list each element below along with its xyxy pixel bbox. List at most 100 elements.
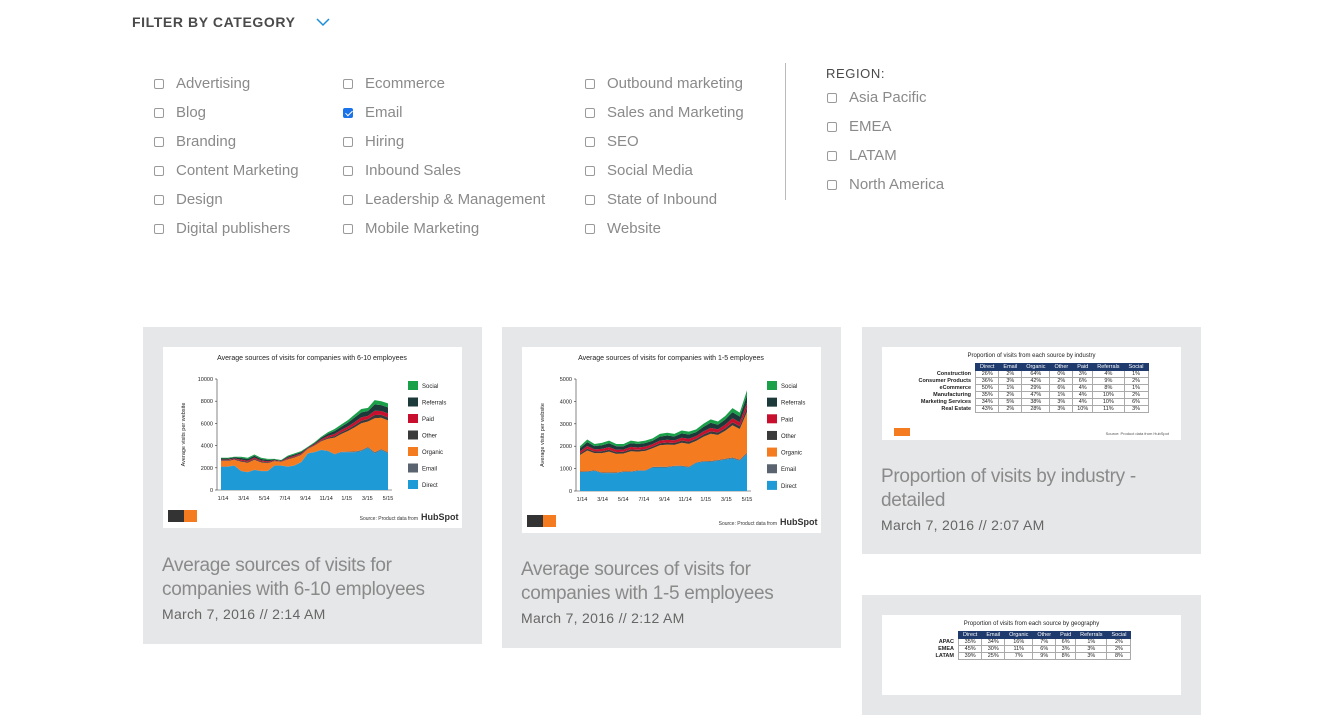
legend-label: Email bbox=[422, 467, 437, 473]
table-header: Referrals bbox=[1092, 363, 1125, 371]
checkbox[interactable] bbox=[343, 78, 353, 89]
card-title[interactable]: Average sources of visits for companies … bbox=[521, 558, 774, 606]
card-title-line2: companies with 1-5 employees bbox=[521, 583, 774, 604]
checkbox[interactable] bbox=[343, 107, 353, 118]
checkbox[interactable] bbox=[585, 136, 595, 147]
filter-option-website[interactable]: Website bbox=[563, 214, 744, 243]
region-option-north-america[interactable]: North America bbox=[785, 170, 944, 199]
checkbox[interactable] bbox=[343, 194, 353, 205]
table-thumbnail[interactable]: Proportion of visits from each source by… bbox=[882, 347, 1181, 440]
filter-by-category-toggle[interactable]: FILTER BY CATEGORY bbox=[132, 14, 330, 30]
region-option-emea[interactable]: EMEA bbox=[785, 112, 944, 141]
table-cell: 1% bbox=[1123, 384, 1149, 392]
chart-thumbnail[interactable]: Average sources of visits for companies … bbox=[522, 347, 821, 533]
area-series-organic bbox=[221, 417, 388, 472]
table-cell: 25% bbox=[981, 652, 1006, 660]
table-cell: 1% bbox=[1123, 370, 1149, 378]
checkbox[interactable] bbox=[343, 223, 353, 234]
x-tick-label: 11/14 bbox=[319, 496, 332, 502]
filter-option-digital-publishers[interactable]: Digital publishers bbox=[132, 214, 299, 243]
filter-option-email[interactable]: Email bbox=[321, 98, 545, 127]
checkbox[interactable] bbox=[585, 78, 595, 89]
filter-option-mobile-marketing[interactable]: Mobile Marketing bbox=[321, 214, 545, 243]
checkbox[interactable] bbox=[585, 107, 595, 118]
row-label: Real Estate bbox=[941, 406, 972, 412]
checkbox[interactable] bbox=[827, 92, 837, 103]
x-tick-label: 5/14 bbox=[259, 496, 270, 502]
region-option-label: Asia Pacific bbox=[849, 89, 927, 106]
checkbox[interactable] bbox=[154, 223, 164, 234]
logo-badge bbox=[184, 510, 197, 522]
table-cell: 2% bbox=[1049, 377, 1074, 385]
filter-option-social-media[interactable]: Social Media bbox=[563, 156, 744, 185]
filter-option-hiring[interactable]: Hiring bbox=[321, 127, 545, 156]
report-card-industry[interactable]: Proportion of visits from each source by… bbox=[862, 327, 1201, 554]
logo-badge bbox=[543, 515, 556, 527]
table-title: Proportion of visits from each source by… bbox=[963, 621, 1100, 627]
checkbox[interactable] bbox=[585, 194, 595, 205]
report-card-6-10-employees[interactable]: Average sources of visits for companies … bbox=[143, 327, 482, 644]
checkbox[interactable] bbox=[343, 165, 353, 176]
filter-option-content-marketing[interactable]: Content Marketing bbox=[132, 156, 299, 185]
table-cell: 2% bbox=[1123, 377, 1149, 385]
card-title[interactable]: Average sources of visits for companies … bbox=[162, 554, 425, 602]
table-cell: 2% bbox=[998, 391, 1023, 399]
report-card-geography[interactable]: Proportion of visits from each source by… bbox=[862, 595, 1201, 715]
filter-option-label: Social Media bbox=[607, 162, 693, 179]
report-card-1-5-employees[interactable]: Average sources of visits for companies … bbox=[502, 327, 841, 648]
filter-option-sales-and-marketing[interactable]: Sales and Marketing bbox=[563, 98, 744, 127]
chart-title: Average sources of visits for companies … bbox=[578, 355, 764, 362]
x-tick-label: 9/14 bbox=[300, 496, 311, 502]
filter-option-design[interactable]: Design bbox=[132, 185, 299, 214]
table-cell: 45% bbox=[957, 645, 983, 653]
region-option-latam[interactable]: LATAM bbox=[785, 141, 944, 170]
legend-swatch-direct bbox=[408, 480, 418, 489]
area-series-referrals bbox=[580, 395, 747, 452]
legend-label: Direct bbox=[781, 484, 797, 490]
checkbox[interactable] bbox=[827, 179, 837, 190]
checkbox[interactable] bbox=[827, 121, 837, 132]
row-label: APAC bbox=[938, 639, 954, 645]
filter-option-outbound-marketing[interactable]: Outbound marketing bbox=[563, 69, 744, 98]
filter-option-ecommerce[interactable]: Ecommerce bbox=[321, 69, 545, 98]
chart-thumbnail[interactable]: Average sources of visits for companies … bbox=[163, 347, 462, 528]
legend-label: Organic bbox=[422, 450, 443, 456]
checkbox[interactable] bbox=[154, 194, 164, 205]
card-title[interactable]: Proportion of visits by industry - detai… bbox=[881, 465, 1136, 513]
table-thumbnail[interactable]: Proportion of visits from each source by… bbox=[882, 615, 1181, 695]
filter-option-branding[interactable]: Branding bbox=[132, 127, 299, 156]
filter-option-label: Design bbox=[176, 191, 223, 208]
table-row: Real Estate 43% 2% 28% 3% 10% 11% 3% bbox=[914, 405, 1149, 413]
filter-option-inbound-sales[interactable]: Inbound Sales bbox=[321, 156, 545, 185]
hubspot-logo: HubSpot bbox=[780, 517, 818, 527]
checkbox[interactable] bbox=[585, 165, 595, 176]
table-row: Marketing Services 34% 5% 38% 3% 4% 10% 6% bbox=[914, 398, 1149, 406]
table-header: Social bbox=[1106, 631, 1132, 639]
filter-option-leadership-and-management[interactable]: Leadership & Management bbox=[321, 185, 545, 214]
category-column-3: Outbound marketing Sales and Marketing SEO… bbox=[563, 69, 744, 243]
checkbox[interactable] bbox=[154, 136, 164, 147]
table-cell: 4% bbox=[1072, 398, 1094, 406]
table-cell: 3% bbox=[1075, 645, 1108, 653]
y-tick-label: 0 bbox=[569, 489, 572, 495]
filter-option-state-of-inbound[interactable]: State of Inbound bbox=[563, 185, 744, 214]
checkbox[interactable] bbox=[343, 136, 353, 147]
filter-option-seo[interactable]: SEO bbox=[563, 127, 744, 156]
table-cell: 3% bbox=[1123, 405, 1149, 413]
filter-option-blog[interactable]: Blog bbox=[132, 98, 299, 127]
table-cell: 1% bbox=[998, 384, 1023, 392]
checkbox[interactable] bbox=[154, 107, 164, 118]
checkbox[interactable] bbox=[154, 78, 164, 89]
card-title-line1: Average sources of visits for bbox=[521, 559, 751, 580]
checkbox[interactable] bbox=[585, 223, 595, 234]
card-title-line1: Proportion of visits by industry - bbox=[881, 466, 1136, 487]
table-row: Manufacturing 35% 2% 47% 1% 4% 10% 2% bbox=[914, 391, 1149, 399]
region-option-label: EMEA bbox=[849, 118, 892, 135]
y-tick-label: 2000 bbox=[560, 444, 572, 450]
checkbox[interactable] bbox=[827, 150, 837, 161]
filter-option-advertising[interactable]: Advertising bbox=[132, 69, 299, 98]
region-option-asia-pacific[interactable]: Asia Pacific bbox=[785, 83, 944, 112]
table-header: Direct bbox=[957, 631, 983, 639]
filter-option-label: State of Inbound bbox=[607, 191, 718, 208]
checkbox[interactable] bbox=[154, 165, 164, 176]
